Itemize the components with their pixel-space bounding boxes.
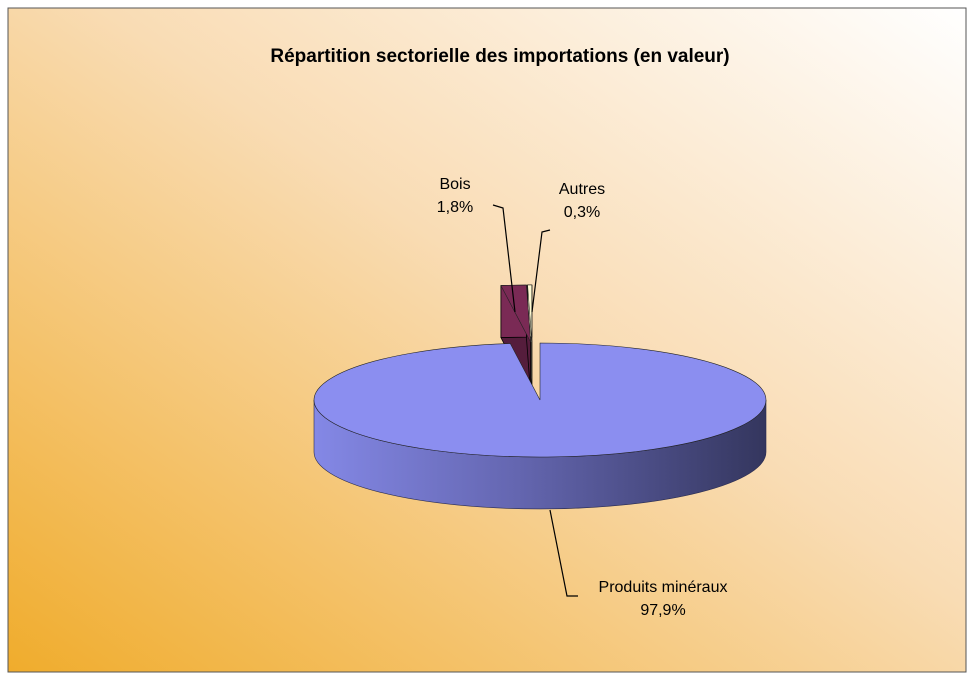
chart-title: Répartition sectorielle des importations…	[270, 46, 729, 67]
pie-top	[500, 284, 531, 343]
slice-value-label: 1,8%	[437, 199, 473, 216]
leader-line	[531, 229, 551, 313]
slice-value-label: 0,3%	[564, 204, 600, 221]
slice-label: Autres	[559, 181, 605, 198]
pie-slice	[313, 342, 767, 510]
leader-line	[549, 509, 578, 597]
slice-label: Produits minéraux	[599, 579, 728, 596]
slice-value-label: 97,9%	[640, 602, 685, 619]
pie-top	[527, 284, 533, 343]
leader-line	[492, 204, 516, 313]
slice-label: Bois	[439, 176, 470, 193]
chart-frame	[7, 7, 967, 673]
pie-top	[313, 342, 767, 458]
pie-slice	[500, 284, 532, 395]
